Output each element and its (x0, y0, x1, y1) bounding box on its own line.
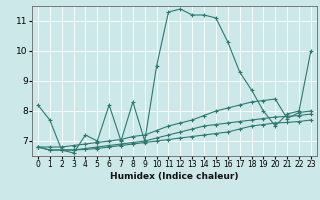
X-axis label: Humidex (Indice chaleur): Humidex (Indice chaleur) (110, 172, 239, 181)
